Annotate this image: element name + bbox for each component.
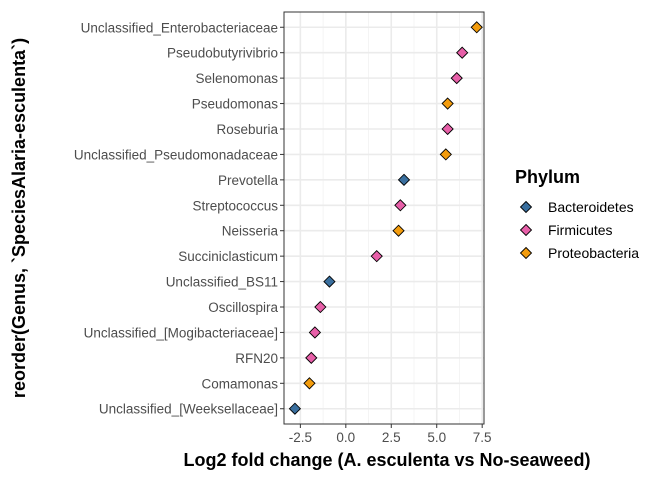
y-tick-label: Unclassified_[Mogibacteriaceae]	[84, 325, 278, 340]
y-tick-label: Comamonas	[201, 376, 278, 391]
data-point	[288, 402, 302, 415]
data-points	[288, 21, 483, 415]
panel-background	[284, 12, 484, 424]
legend-key	[519, 246, 533, 260]
data-point	[323, 275, 336, 288]
y-tick-label: Streptococcus	[192, 198, 278, 213]
legend-key	[519, 223, 533, 237]
data-point	[397, 173, 411, 186]
legend-label: Proteobacteria	[548, 245, 639, 261]
data-point	[394, 199, 407, 212]
data-point	[392, 224, 405, 237]
data-point	[370, 250, 383, 263]
data-point	[439, 148, 452, 161]
y-tick-label: Roseburia	[216, 122, 278, 137]
data-point	[450, 71, 463, 85]
legend-key	[519, 200, 533, 214]
y-tick-label: Unclassified_[Weeksellaceae]	[99, 402, 278, 417]
x-tick-label: 0.0	[336, 430, 355, 445]
x-tick-label: -2.5	[289, 430, 312, 445]
legend-label: Bacteroidetes	[548, 199, 634, 215]
x-tick-label: 2.5	[382, 430, 401, 445]
y-tick-label: RFN20	[235, 351, 278, 366]
data-point	[303, 377, 316, 390]
panel-border	[283, 11, 485, 425]
x-tick-label: 5.0	[427, 430, 446, 445]
y-tick-label: Selenomonas	[195, 71, 278, 86]
data-point	[441, 122, 454, 136]
data-point	[441, 97, 454, 110]
legend-items: Bacteroidetes Firmicutes Proteobacteria	[519, 199, 639, 261]
y-tick-label: Pseudobutyrivibrio	[167, 46, 278, 61]
y-tick-label: Prevotella	[218, 173, 279, 188]
legend: Phylum Bacteroidetes Firmicutes Proteobact…	[515, 167, 639, 261]
y-tick-label: Unclassified_Pseudomonadaceae	[74, 147, 278, 162]
data-point	[308, 326, 322, 339]
y-tick-label: Unclassified_Enterobacteriaceae	[81, 20, 278, 35]
data-point	[470, 21, 483, 34]
y-tick-label: Oscillospira	[208, 300, 278, 315]
y-tick-label: Succiniclasticum	[178, 249, 278, 264]
legend-title: Phylum	[515, 167, 580, 187]
data-point	[305, 351, 318, 365]
data-point	[314, 300, 327, 314]
y-tick-label: Neisseria	[222, 224, 279, 239]
y-axis-title: reorder(Genus, `SpeciesAlaria-esculenta`…	[9, 38, 29, 398]
axes: -2.5 0.0 2.5 5.0 7.5 Unclassified_Enterobacte…	[74, 20, 492, 445]
x-tick-label: 7.5	[473, 430, 492, 445]
y-tick-label: Pseudomonas	[192, 97, 279, 112]
y-tick-label: Unclassified_BS11	[166, 275, 278, 290]
x-axis-title: Log2 fold change (A. esculenta vs No-sea…	[183, 450, 590, 470]
legend-label: Firmicutes	[548, 222, 613, 238]
data-point	[456, 46, 469, 59]
